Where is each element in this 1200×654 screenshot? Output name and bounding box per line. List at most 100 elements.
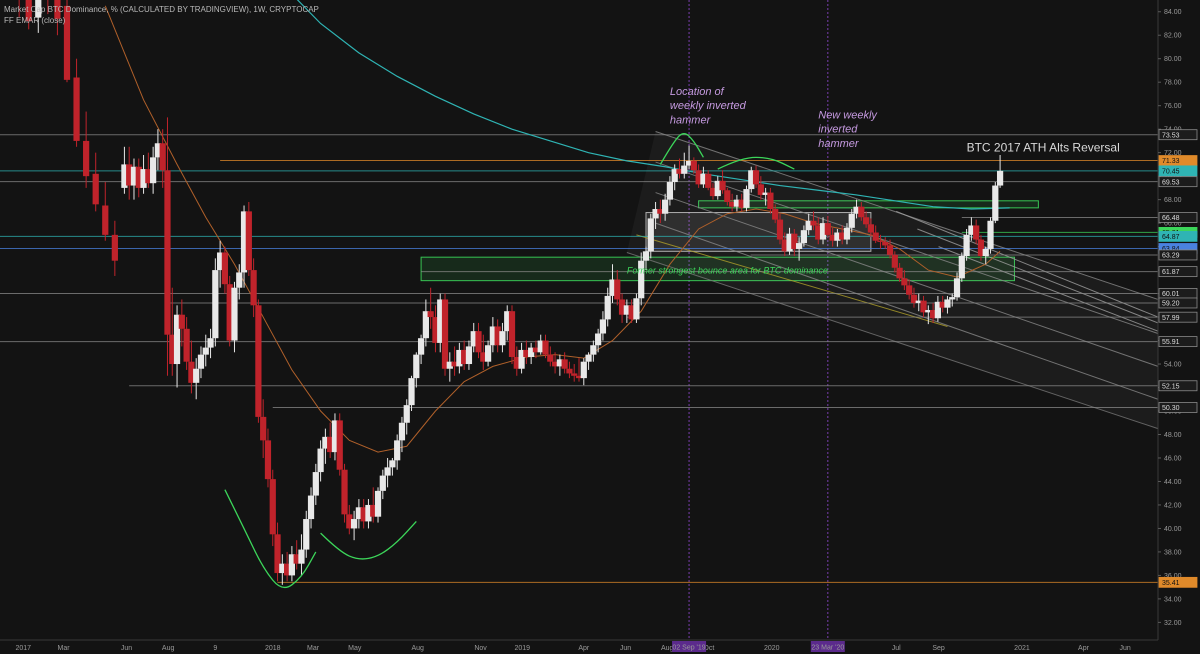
candle[interactable] bbox=[614, 270, 621, 306]
candle[interactable] bbox=[164, 117, 171, 376]
candle[interactable] bbox=[963, 228, 970, 261]
candle[interactable] bbox=[437, 293, 444, 353]
candle[interactable] bbox=[63, 0, 71, 83]
candle[interactable] bbox=[518, 342, 525, 374]
candle[interactable] bbox=[599, 311, 607, 341]
candle[interactable] bbox=[260, 399, 267, 458]
candle[interactable] bbox=[843, 223, 851, 245]
candle[interactable] bbox=[939, 295, 946, 313]
candle[interactable] bbox=[925, 305, 932, 325]
candle[interactable] bbox=[982, 246, 989, 265]
candle[interactable] bbox=[456, 342, 463, 374]
candle[interactable] bbox=[690, 157, 697, 174]
candle[interactable] bbox=[676, 158, 683, 179]
candle[interactable] bbox=[54, 0, 61, 36]
candle[interactable] bbox=[193, 358, 200, 400]
candle[interactable] bbox=[360, 499, 367, 529]
candle[interactable] bbox=[772, 204, 779, 224]
candle[interactable] bbox=[417, 334, 425, 365]
candle[interactable] bbox=[207, 328, 214, 359]
candle[interactable] bbox=[327, 422, 334, 458]
candle[interactable] bbox=[336, 413, 343, 476]
candle[interactable] bbox=[848, 209, 855, 233]
candle[interactable] bbox=[298, 534, 305, 576]
candle[interactable] bbox=[150, 146, 157, 194]
candle[interactable] bbox=[451, 346, 458, 376]
candle[interactable] bbox=[805, 213, 812, 235]
candle[interactable] bbox=[853, 199, 860, 219]
candle[interactable] bbox=[130, 158, 138, 200]
candle[interactable] bbox=[173, 305, 181, 388]
candle[interactable] bbox=[379, 469, 386, 500]
candle[interactable] bbox=[638, 252, 645, 306]
candle[interactable] bbox=[384, 457, 391, 488]
candle[interactable] bbox=[374, 487, 382, 523]
candle[interactable] bbox=[705, 170, 712, 191]
candle[interactable] bbox=[743, 185, 750, 212]
candle[interactable] bbox=[906, 279, 913, 300]
candle[interactable] bbox=[365, 499, 372, 529]
candle[interactable] bbox=[791, 228, 798, 256]
candle[interactable] bbox=[819, 217, 827, 245]
candle[interactable] bbox=[571, 364, 578, 382]
candle[interactable] bbox=[896, 263, 903, 282]
candle[interactable] bbox=[398, 416, 406, 453]
candle[interactable] bbox=[839, 225, 846, 245]
candle[interactable] bbox=[786, 227, 793, 255]
candle[interactable] bbox=[829, 227, 836, 247]
candle[interactable] bbox=[719, 170, 726, 194]
candle[interactable] bbox=[202, 334, 209, 367]
candle[interactable] bbox=[231, 281, 238, 353]
candle[interactable] bbox=[977, 234, 985, 261]
candle[interactable] bbox=[494, 319, 501, 353]
candle[interactable] bbox=[183, 317, 190, 370]
candle[interactable] bbox=[250, 258, 257, 318]
candle[interactable] bbox=[140, 155, 147, 194]
candle[interactable] bbox=[102, 182, 109, 241]
candle[interactable] bbox=[217, 240, 224, 288]
candle[interactable] bbox=[800, 225, 808, 247]
candle[interactable] bbox=[877, 234, 884, 249]
candle[interactable] bbox=[762, 187, 769, 206]
candle[interactable] bbox=[145, 152, 152, 188]
candle[interactable] bbox=[317, 440, 324, 482]
candle[interactable] bbox=[465, 340, 473, 370]
candle[interactable] bbox=[403, 399, 410, 435]
candle[interactable] bbox=[446, 352, 453, 382]
candle[interactable] bbox=[738, 193, 745, 212]
candle[interactable] bbox=[547, 346, 554, 367]
candle[interactable] bbox=[111, 220, 118, 276]
candle[interactable] bbox=[551, 352, 559, 374]
candle[interactable] bbox=[996, 155, 1004, 188]
candle[interactable] bbox=[585, 352, 592, 370]
candle[interactable] bbox=[867, 218, 875, 238]
candle[interactable] bbox=[355, 499, 362, 529]
candle[interactable] bbox=[489, 317, 496, 353]
candle[interactable] bbox=[633, 293, 640, 323]
candle[interactable] bbox=[422, 299, 429, 347]
x-axis[interactable]: 2017 Mar Jun Aug 9 2018 Mar May Aug Nov 2019 Apr Jun… bbox=[0, 639, 1200, 654]
candle[interactable] bbox=[944, 295, 951, 314]
candle[interactable] bbox=[953, 272, 961, 301]
candle[interactable] bbox=[288, 546, 296, 582]
candle[interactable] bbox=[815, 217, 822, 245]
candle[interactable] bbox=[293, 540, 300, 570]
candle[interactable] bbox=[862, 211, 870, 228]
candle[interactable] bbox=[949, 293, 956, 307]
candle[interactable] bbox=[642, 246, 650, 271]
candle[interactable] bbox=[729, 193, 736, 212]
candle[interactable] bbox=[542, 334, 549, 359]
candle[interactable] bbox=[331, 413, 339, 461]
candle[interactable] bbox=[886, 239, 894, 259]
candle[interactable] bbox=[915, 293, 922, 312]
candle[interactable] bbox=[662, 193, 669, 221]
candle[interactable] bbox=[872, 225, 879, 244]
candle[interactable] bbox=[657, 199, 664, 224]
candle[interactable] bbox=[604, 287, 611, 327]
candle[interactable] bbox=[121, 146, 128, 194]
candle[interactable] bbox=[537, 334, 544, 355]
candle[interactable] bbox=[580, 358, 587, 386]
candle[interactable] bbox=[303, 510, 310, 558]
candle[interactable] bbox=[470, 322, 477, 353]
